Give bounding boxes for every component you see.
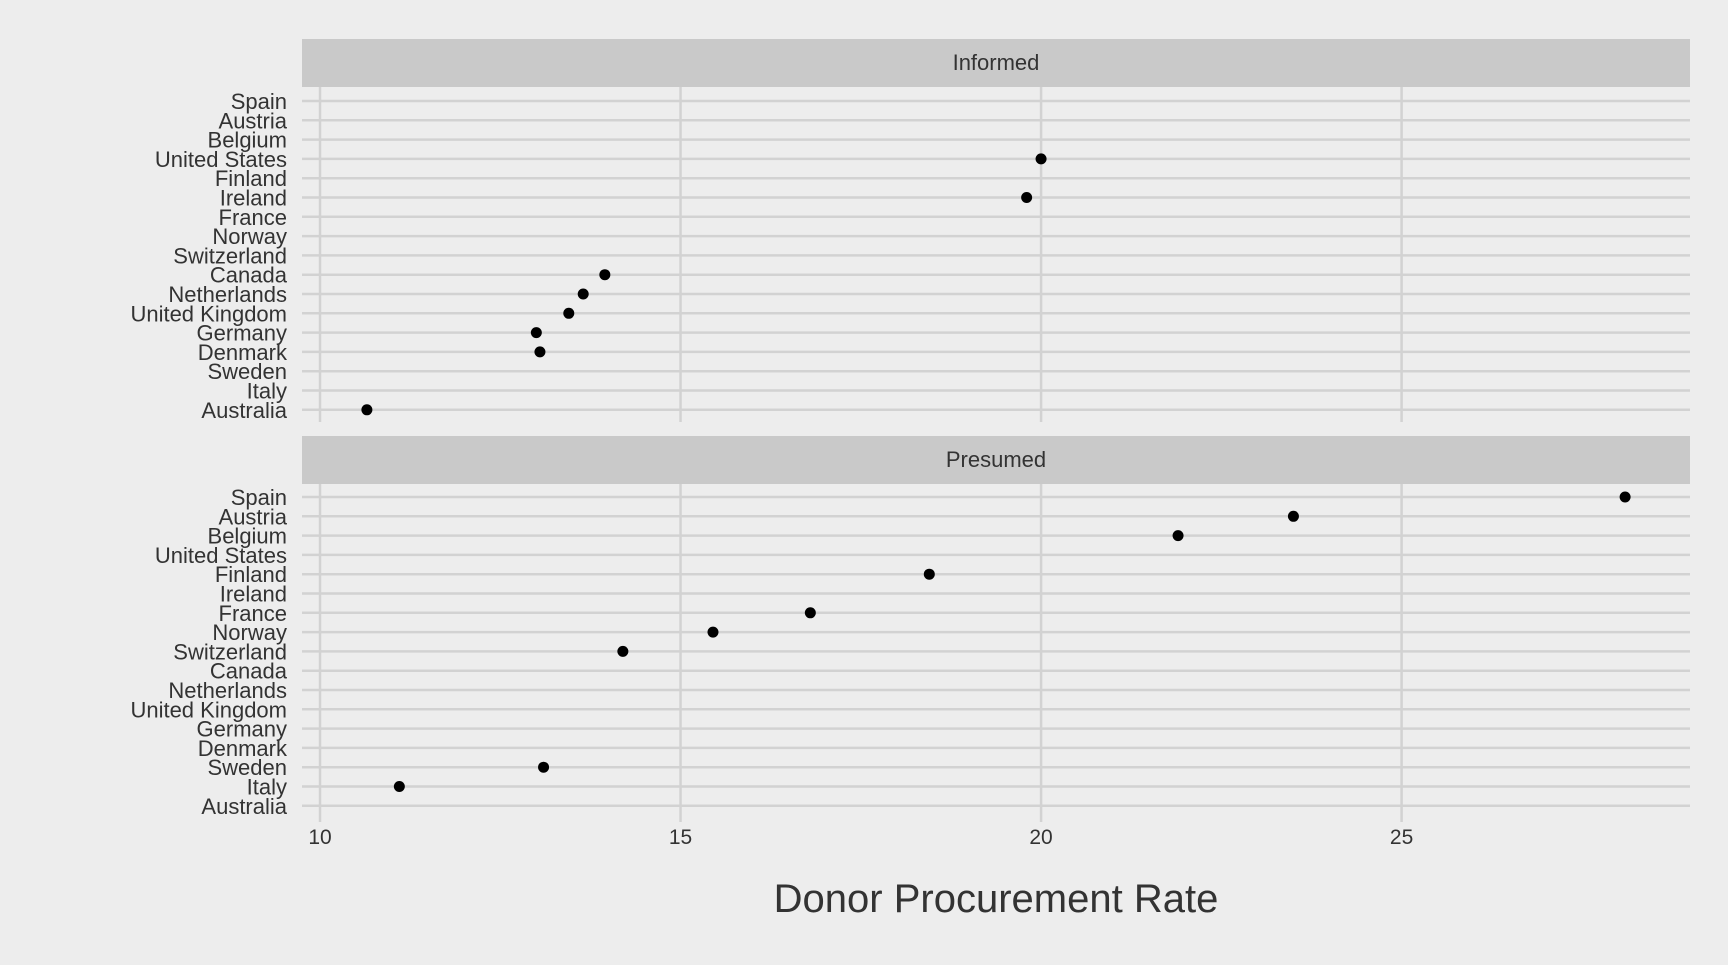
facet-label-2: Presumed <box>946 447 1046 472</box>
x-tick-label: 15 <box>669 826 692 849</box>
data-point-united-kingdom <box>563 307 575 319</box>
y-tick-label: Canada <box>210 263 288 288</box>
y-tick-label: Switzerland <box>173 639 287 664</box>
data-point-ireland <box>1021 192 1033 203</box>
y-tick-label: Denmark <box>198 340 288 365</box>
data-point-belgium <box>1172 530 1184 542</box>
y-tick-label: France <box>219 205 287 230</box>
data-point-canada <box>599 269 611 281</box>
data-point-norway <box>707 626 719 638</box>
facet-label-1: Informed <box>953 50 1040 75</box>
y-tick-label: Austria <box>219 504 288 529</box>
y-tick-label: Spain <box>231 485 287 510</box>
y-tick-label: Germany <box>197 321 287 346</box>
y-tick-label: Canada <box>210 659 288 684</box>
y-tick-label: Switzerland <box>173 243 287 268</box>
y-tick-label: Netherlands <box>168 678 287 703</box>
y-tick-label: Sweden <box>207 755 287 780</box>
data-point-denmark <box>534 346 546 358</box>
x-tick-label: 10 <box>308 826 331 849</box>
x-axis-title: Donor Procurement Rate <box>774 877 1219 921</box>
x-tick-label: 25 <box>1390 826 1413 849</box>
y-tick-label: United States <box>155 543 287 568</box>
data-point-netherlands <box>577 288 589 300</box>
y-tick-label: Ireland <box>220 186 287 211</box>
y-tick-label: Italy <box>247 775 287 800</box>
y-tick-label: Finland <box>215 562 287 587</box>
data-point-united-states <box>1035 153 1047 165</box>
data-point-switzerland <box>617 645 629 657</box>
y-tick-label: Germany <box>197 717 287 742</box>
y-tick-label: Belgium <box>208 128 287 153</box>
y-tick-label: Australia <box>201 794 287 819</box>
x-tick-label: 20 <box>1029 826 1052 849</box>
data-point-france <box>804 607 816 619</box>
y-tick-label: Sweden <box>207 359 287 384</box>
y-tick-label: Denmark <box>198 736 288 761</box>
y-tick-label: United Kingdom <box>130 697 287 722</box>
y-tick-label: Ireland <box>220 582 287 607</box>
y-tick-label: Netherlands <box>168 282 287 307</box>
facet-strip-1 <box>302 39 1690 87</box>
data-point-finland <box>923 568 935 580</box>
y-tick-label: Austria <box>219 108 288 133</box>
y-tick-label: Italy <box>247 379 287 404</box>
y-tick-label: United Kingdom <box>130 301 287 326</box>
data-point-spain <box>1619 491 1631 503</box>
facet-strip-2 <box>302 436 1690 484</box>
data-point-austria <box>1287 510 1299 522</box>
y-tick-label: Australia <box>201 398 287 423</box>
data-point-sweden <box>538 761 550 773</box>
y-tick-label: Belgium <box>208 524 287 549</box>
y-tick-label: Norway <box>212 224 287 249</box>
data-point-italy <box>393 781 405 792</box>
y-tick-label: Finland <box>215 166 287 191</box>
y-tick-label: Norway <box>212 620 287 645</box>
data-point-germany <box>530 327 542 339</box>
y-tick-label: France <box>219 601 287 626</box>
data-point-australia <box>361 404 373 416</box>
y-tick-label: United States <box>155 147 287 172</box>
y-tick-label: Spain <box>231 89 287 114</box>
